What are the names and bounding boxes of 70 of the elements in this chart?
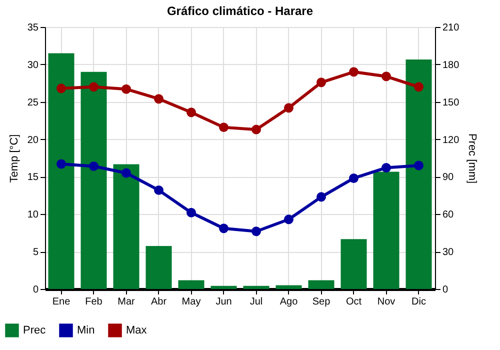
point xyxy=(89,82,98,92)
y-axis-title: Temp [°C] xyxy=(8,134,20,183)
y-tick-label: 25 xyxy=(27,97,39,108)
chart-title: Gráfico climático - Harare xyxy=(166,4,314,18)
point xyxy=(284,103,294,113)
point xyxy=(316,192,326,202)
y2-tick-label: 120 xyxy=(442,134,460,146)
point xyxy=(186,208,196,218)
legend-label: Max xyxy=(126,324,148,336)
point xyxy=(252,226,261,236)
bar xyxy=(146,246,172,289)
x-tick-label: Oct xyxy=(346,296,362,308)
point xyxy=(219,224,228,234)
x-tick-label: Ago xyxy=(280,296,298,308)
point xyxy=(56,84,66,94)
x-tick-label: Nov xyxy=(377,296,396,308)
bar xyxy=(308,280,334,289)
bar xyxy=(406,59,432,289)
bar xyxy=(178,280,204,289)
y2-tick-label: 180 xyxy=(442,60,460,71)
y2-tick-label: 30 xyxy=(442,247,454,258)
point xyxy=(122,168,131,178)
y-tick-label: 5 xyxy=(32,247,39,258)
point xyxy=(414,160,424,170)
point xyxy=(154,185,164,195)
point xyxy=(122,84,131,94)
point xyxy=(56,159,66,169)
point xyxy=(414,82,424,92)
point xyxy=(219,122,228,132)
bar xyxy=(276,285,302,289)
legend-label: Min xyxy=(77,324,95,336)
point xyxy=(382,72,391,82)
bar xyxy=(113,164,140,289)
legend-label: Prec xyxy=(23,324,46,336)
point xyxy=(154,94,164,104)
x-tick-label: May xyxy=(182,296,201,308)
point xyxy=(186,108,196,118)
bar xyxy=(243,286,270,289)
x-tick-label: Sep xyxy=(312,296,331,308)
y-tick-label: 10 xyxy=(27,210,39,221)
bar xyxy=(210,286,237,289)
x-tick-label: Ene xyxy=(52,296,71,308)
y2-tick-label: 90 xyxy=(442,172,454,184)
x-tick-label: Feb xyxy=(85,296,103,308)
bar xyxy=(340,239,367,289)
point xyxy=(252,124,261,134)
point xyxy=(316,78,326,88)
x-tick-label: Jun xyxy=(216,296,232,308)
y-tick-label: 15 xyxy=(27,172,39,184)
bar xyxy=(48,53,74,289)
bar xyxy=(373,172,400,289)
bar xyxy=(80,72,107,289)
x-tick-label: Jul xyxy=(250,296,263,308)
point xyxy=(349,173,358,183)
y-tick-label: 30 xyxy=(27,60,39,71)
y-tick-label: 20 xyxy=(27,134,39,146)
point xyxy=(349,67,358,77)
y-tick-label: 0 xyxy=(32,284,39,296)
y-tick-label: 35 xyxy=(27,22,39,34)
x-tick-label: Dic xyxy=(412,296,426,308)
y2-axis-title: Prec [mm] xyxy=(466,133,478,184)
y2-tick-label: 210 xyxy=(442,22,460,34)
y2-tick-label: 60 xyxy=(442,210,454,221)
point xyxy=(382,163,391,172)
point xyxy=(284,214,294,224)
y2-tick-label: 0 xyxy=(442,284,448,296)
point xyxy=(89,162,98,171)
x-tick-label: Abr xyxy=(150,296,168,308)
y2-tick-label: 150 xyxy=(442,97,460,108)
x-tick-label: Mar xyxy=(118,296,136,308)
